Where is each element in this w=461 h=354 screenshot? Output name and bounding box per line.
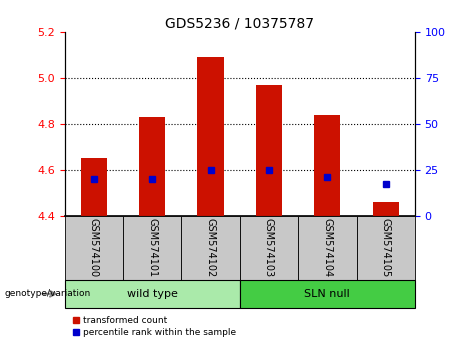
Bar: [139, 117, 165, 216]
Bar: [197, 57, 224, 216]
Text: genotype/variation: genotype/variation: [5, 289, 91, 298]
Bar: [65, 216, 123, 280]
Text: GSM574103: GSM574103: [264, 218, 274, 278]
Title: GDS5236 / 10375787: GDS5236 / 10375787: [165, 17, 314, 31]
Bar: [181, 216, 240, 280]
Text: GSM574100: GSM574100: [89, 218, 99, 278]
Bar: [240, 216, 298, 280]
Bar: [298, 216, 356, 280]
Text: GSM574105: GSM574105: [381, 218, 391, 278]
Bar: [81, 159, 107, 216]
Text: wild type: wild type: [127, 289, 177, 299]
Bar: [356, 216, 415, 280]
Bar: [240, 280, 415, 308]
Bar: [123, 216, 181, 280]
Text: SLN null: SLN null: [304, 289, 350, 299]
Legend: transformed count, percentile rank within the sample: transformed count, percentile rank withi…: [69, 313, 240, 341]
Bar: [256, 85, 282, 216]
Text: GSM574101: GSM574101: [147, 218, 157, 278]
Text: GSM574104: GSM574104: [322, 218, 332, 278]
Bar: [372, 202, 399, 216]
Text: GSM574102: GSM574102: [206, 218, 216, 278]
Bar: [65, 280, 240, 308]
Bar: [314, 115, 340, 216]
